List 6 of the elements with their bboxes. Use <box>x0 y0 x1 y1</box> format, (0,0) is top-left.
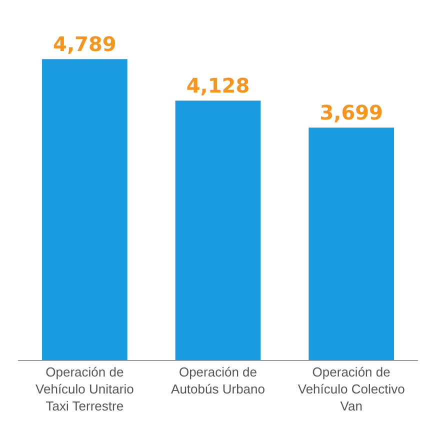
x-tick-label: Operación de Vehículo Unitario Taxi Terrestre <box>36 364 134 414</box>
data-label: 4,128 <box>186 74 250 98</box>
x-tick-label: Operación de Autobús Urbano <box>171 364 265 396</box>
x-tick-label: Operación de Vehículo Colectivo Van <box>298 364 405 414</box>
data-label: 3,699 <box>320 100 383 125</box>
data-label: 4,789 <box>53 32 116 56</box>
